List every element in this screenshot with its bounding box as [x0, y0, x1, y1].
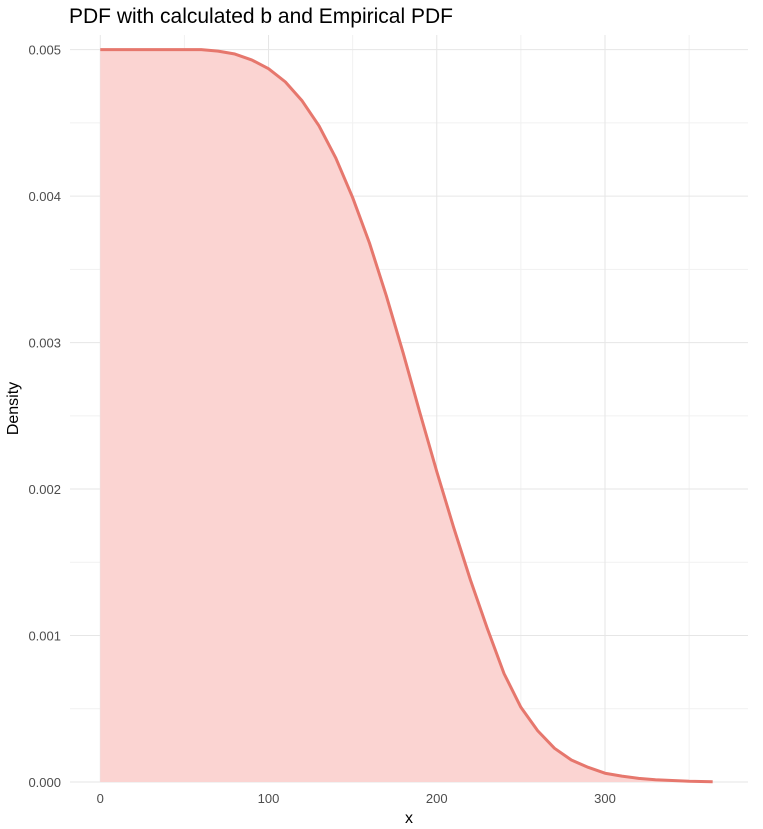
x-axis-label: x — [405, 810, 413, 827]
density-area — [100, 49, 713, 782]
x-tick-label: 100 — [258, 791, 280, 806]
y-tick-label: 0.002 — [28, 482, 61, 497]
y-tick-label: 0.000 — [28, 775, 61, 790]
x-tick-label: 0 — [97, 791, 104, 806]
chart-title: PDF with calculated b and Empirical PDF — [69, 5, 453, 28]
density-line — [100, 48, 713, 784]
y-tick-label: 0.005 — [28, 43, 61, 58]
y-axis-label: Density — [5, 382, 22, 435]
y-tick-label: 0.003 — [28, 336, 61, 351]
x-tick-label: 300 — [594, 791, 616, 806]
x-tick-label: 200 — [426, 791, 448, 806]
y-tick-label: 0.004 — [28, 189, 61, 204]
y-tick-label: 0.001 — [28, 629, 61, 644]
